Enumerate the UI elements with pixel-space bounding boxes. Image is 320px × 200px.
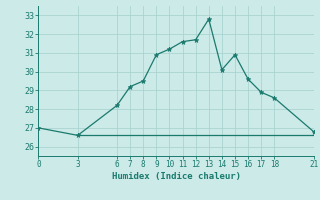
X-axis label: Humidex (Indice chaleur): Humidex (Indice chaleur)	[111, 172, 241, 181]
